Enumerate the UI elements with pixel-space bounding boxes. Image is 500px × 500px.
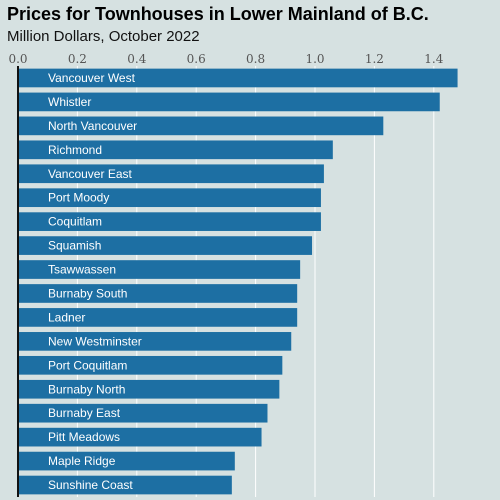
bar [18,332,292,351]
bars [18,68,458,495]
bar [18,236,313,255]
bar-label: Burnaby North [48,382,125,396]
bar [18,355,283,375]
bar [18,212,321,231]
bar-label: Sunshine Coast [48,478,133,492]
bar [18,260,301,279]
x-axis-ticks: 0.0 0.2 0.4 0.6 0.8 1.0 1.2 1.4 [8,52,443,66]
bar [18,308,298,327]
bar-label: North Vancouver [48,119,137,133]
bar [18,188,321,208]
bar-label: Vancouver East [48,167,132,181]
bar-label: Ladner [48,310,85,324]
bar-label: Coquitlam [48,215,102,229]
bar [18,475,232,495]
bar-label: Burnaby East [48,406,121,420]
bar-label: Richmond [48,143,102,157]
bar-label: Tsawwassen [48,263,116,277]
x-tick-label: 0.2 [68,52,87,66]
bar [18,116,384,136]
bar-label: Squamish [48,239,101,253]
bar-label: Vancouver West [48,71,136,85]
bar-label: New Westminster [48,334,142,348]
bar-label: Port Moody [48,191,109,205]
x-tick-label: 1.4 [424,52,443,66]
x-tick-label: 1.2 [365,52,384,66]
x-tick-label: 0.4 [127,52,146,66]
bar [18,284,298,303]
x-tick-label: 1.0 [305,52,324,66]
bar-label: Maple Ridge [48,454,116,468]
bar-label: Port Coquitlam [48,358,127,372]
bar [18,427,262,447]
bar-label: Pitt Meadows [48,430,120,444]
x-tick-label: 0.8 [246,52,265,66]
bar-label: Burnaby South [48,286,127,300]
bar [18,403,268,423]
bar [18,164,324,184]
x-tick-label: 0.6 [187,52,206,66]
bar [18,140,333,160]
x-tick-label: 0.0 [8,52,27,66]
bar [18,92,440,112]
bar [18,451,235,471]
bar [18,68,458,88]
bar [18,379,280,399]
bar-labels: Vancouver West Whistler North Vancouver Ric… [48,71,142,492]
bar-label: Whistler [48,95,91,109]
chart-subtitle: Million Dollars, October 2022 [7,28,200,45]
chart-title: Prices for Townhouses in Lower Mainland … [7,4,429,24]
